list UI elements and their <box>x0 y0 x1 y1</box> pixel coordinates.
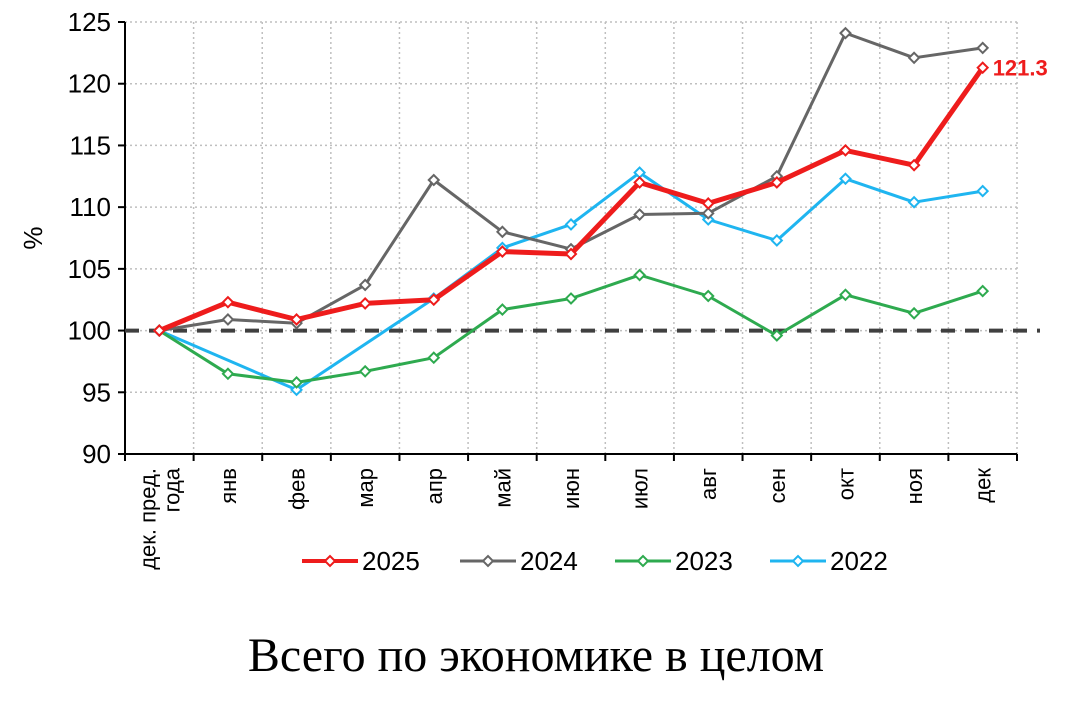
x-category-label: дек. пред. года <box>135 467 184 570</box>
y-tick-label: 90 <box>82 439 111 469</box>
data-point-2022 <box>564 218 578 231</box>
axes <box>118 21 1018 461</box>
data-point-2023 <box>495 303 509 317</box>
x-category-label-line: дек. пред. <box>135 468 160 570</box>
data-point-2022 <box>976 184 990 198</box>
data-point-2025 <box>839 143 852 157</box>
data-point-2025 <box>907 158 921 172</box>
data-label-2025: 121.3 <box>993 56 1048 81</box>
data-point-2023 <box>427 351 441 365</box>
y-tick-label: 95 <box>82 377 111 407</box>
x-category-label: мар <box>353 468 378 508</box>
x-category-label-line: апр <box>422 468 447 504</box>
data-point-2023 <box>976 284 990 298</box>
data-point-2022 <box>907 195 921 209</box>
x-category-label-line: года <box>159 467 184 512</box>
data-point-2023 <box>221 367 235 381</box>
data-point-2024 <box>976 41 990 55</box>
data-point-2024 <box>839 26 852 40</box>
x-category-label-line: май <box>490 468 515 508</box>
legend-label-2023: 2023 <box>675 546 733 576</box>
data-point-2025 <box>427 293 441 307</box>
series-line-2025 <box>156 65 986 334</box>
x-category-label-line: ноя <box>902 468 927 504</box>
x-category-label: июн <box>559 468 584 509</box>
data-point-2024 <box>358 278 372 292</box>
x-category-label-line: июн <box>559 468 584 509</box>
axis-labels: 90 95 100 105 110 115 120 125% дек. пред. года янв… <box>18 7 1048 570</box>
grid <box>125 21 1018 454</box>
y-tick-label: 110 <box>70 192 111 222</box>
chart-caption: Всего по экономике в целом <box>247 629 825 682</box>
x-category-label: окт <box>833 468 858 500</box>
legend: 2025 2024 2023 2022 <box>302 546 888 576</box>
data-point-2023 <box>358 364 372 378</box>
data-point-2025 <box>221 295 235 309</box>
y-tick-label: 100 <box>68 316 111 346</box>
x-category-label-line: окт <box>833 468 858 500</box>
series-line-2022 <box>157 171 985 392</box>
data-point-2025 <box>495 245 509 258</box>
y-tick-label: 120 <box>68 69 111 99</box>
data-point-2024 <box>633 208 647 221</box>
x-category-label: дек <box>971 468 996 503</box>
x-category-label: апр <box>422 468 447 504</box>
data-point-2022 <box>633 166 647 179</box>
y-tick-label: 115 <box>70 130 111 160</box>
legend-marker-2025 <box>323 554 337 568</box>
x-category-label-line: мар <box>353 468 378 508</box>
data-point-2024 <box>907 51 921 65</box>
series-line-2024 <box>157 31 985 333</box>
legend-label-2022: 2022 <box>830 546 888 576</box>
legend-marker-2022 <box>791 554 805 568</box>
data-point-2025 <box>770 176 784 189</box>
y-tick-label: 125 <box>68 7 111 37</box>
data-point-2023 <box>701 289 715 303</box>
legend-marker-2024 <box>481 554 495 568</box>
data-point-2025 <box>633 176 647 189</box>
data-point-2023 <box>770 329 784 342</box>
x-category-label: авг <box>696 468 721 500</box>
data-point-2024 <box>701 206 715 220</box>
x-category-label: фев <box>285 468 310 510</box>
x-category-label-line: янв <box>216 468 241 504</box>
data-point-2023 <box>907 306 921 320</box>
series-lines <box>125 26 1040 397</box>
data-point-2023 <box>564 292 578 305</box>
data-point-2025 <box>701 197 715 210</box>
y-tick-label: 105 <box>68 254 111 284</box>
x-category-label-line: июл <box>628 468 653 509</box>
x-category-label-line: сен <box>765 468 790 503</box>
x-category-label: ноя <box>902 468 927 504</box>
y-axis-title: % <box>18 226 48 249</box>
legend-label-2025: 2025 <box>362 546 420 576</box>
data-point-2024 <box>427 173 441 187</box>
data-point-2025 <box>564 247 578 261</box>
data-point-2023 <box>290 375 303 389</box>
data-point-2025 <box>358 297 372 310</box>
data-point-2024 <box>221 313 235 326</box>
data-point-2025 <box>976 61 990 75</box>
data-point-2023 <box>633 268 647 282</box>
data-point-2024 <box>495 225 509 239</box>
x-category-label: май <box>490 468 515 508</box>
x-category-label: июл <box>628 468 653 509</box>
data-point-2025 <box>152 324 166 337</box>
legend-label-2024: 2024 <box>520 546 578 576</box>
data-point-2022 <box>839 172 852 186</box>
x-category-label-line: дек <box>971 468 996 503</box>
data-point-2022 <box>770 234 784 247</box>
x-category-label-line: авг <box>696 468 721 500</box>
legend-marker-2023 <box>636 554 650 568</box>
x-category-label-line: фев <box>285 468 310 510</box>
x-category-label: сен <box>765 468 790 503</box>
data-point-2023 <box>839 288 852 302</box>
x-category-label: янв <box>216 468 241 504</box>
data-point-2025 <box>290 313 303 326</box>
